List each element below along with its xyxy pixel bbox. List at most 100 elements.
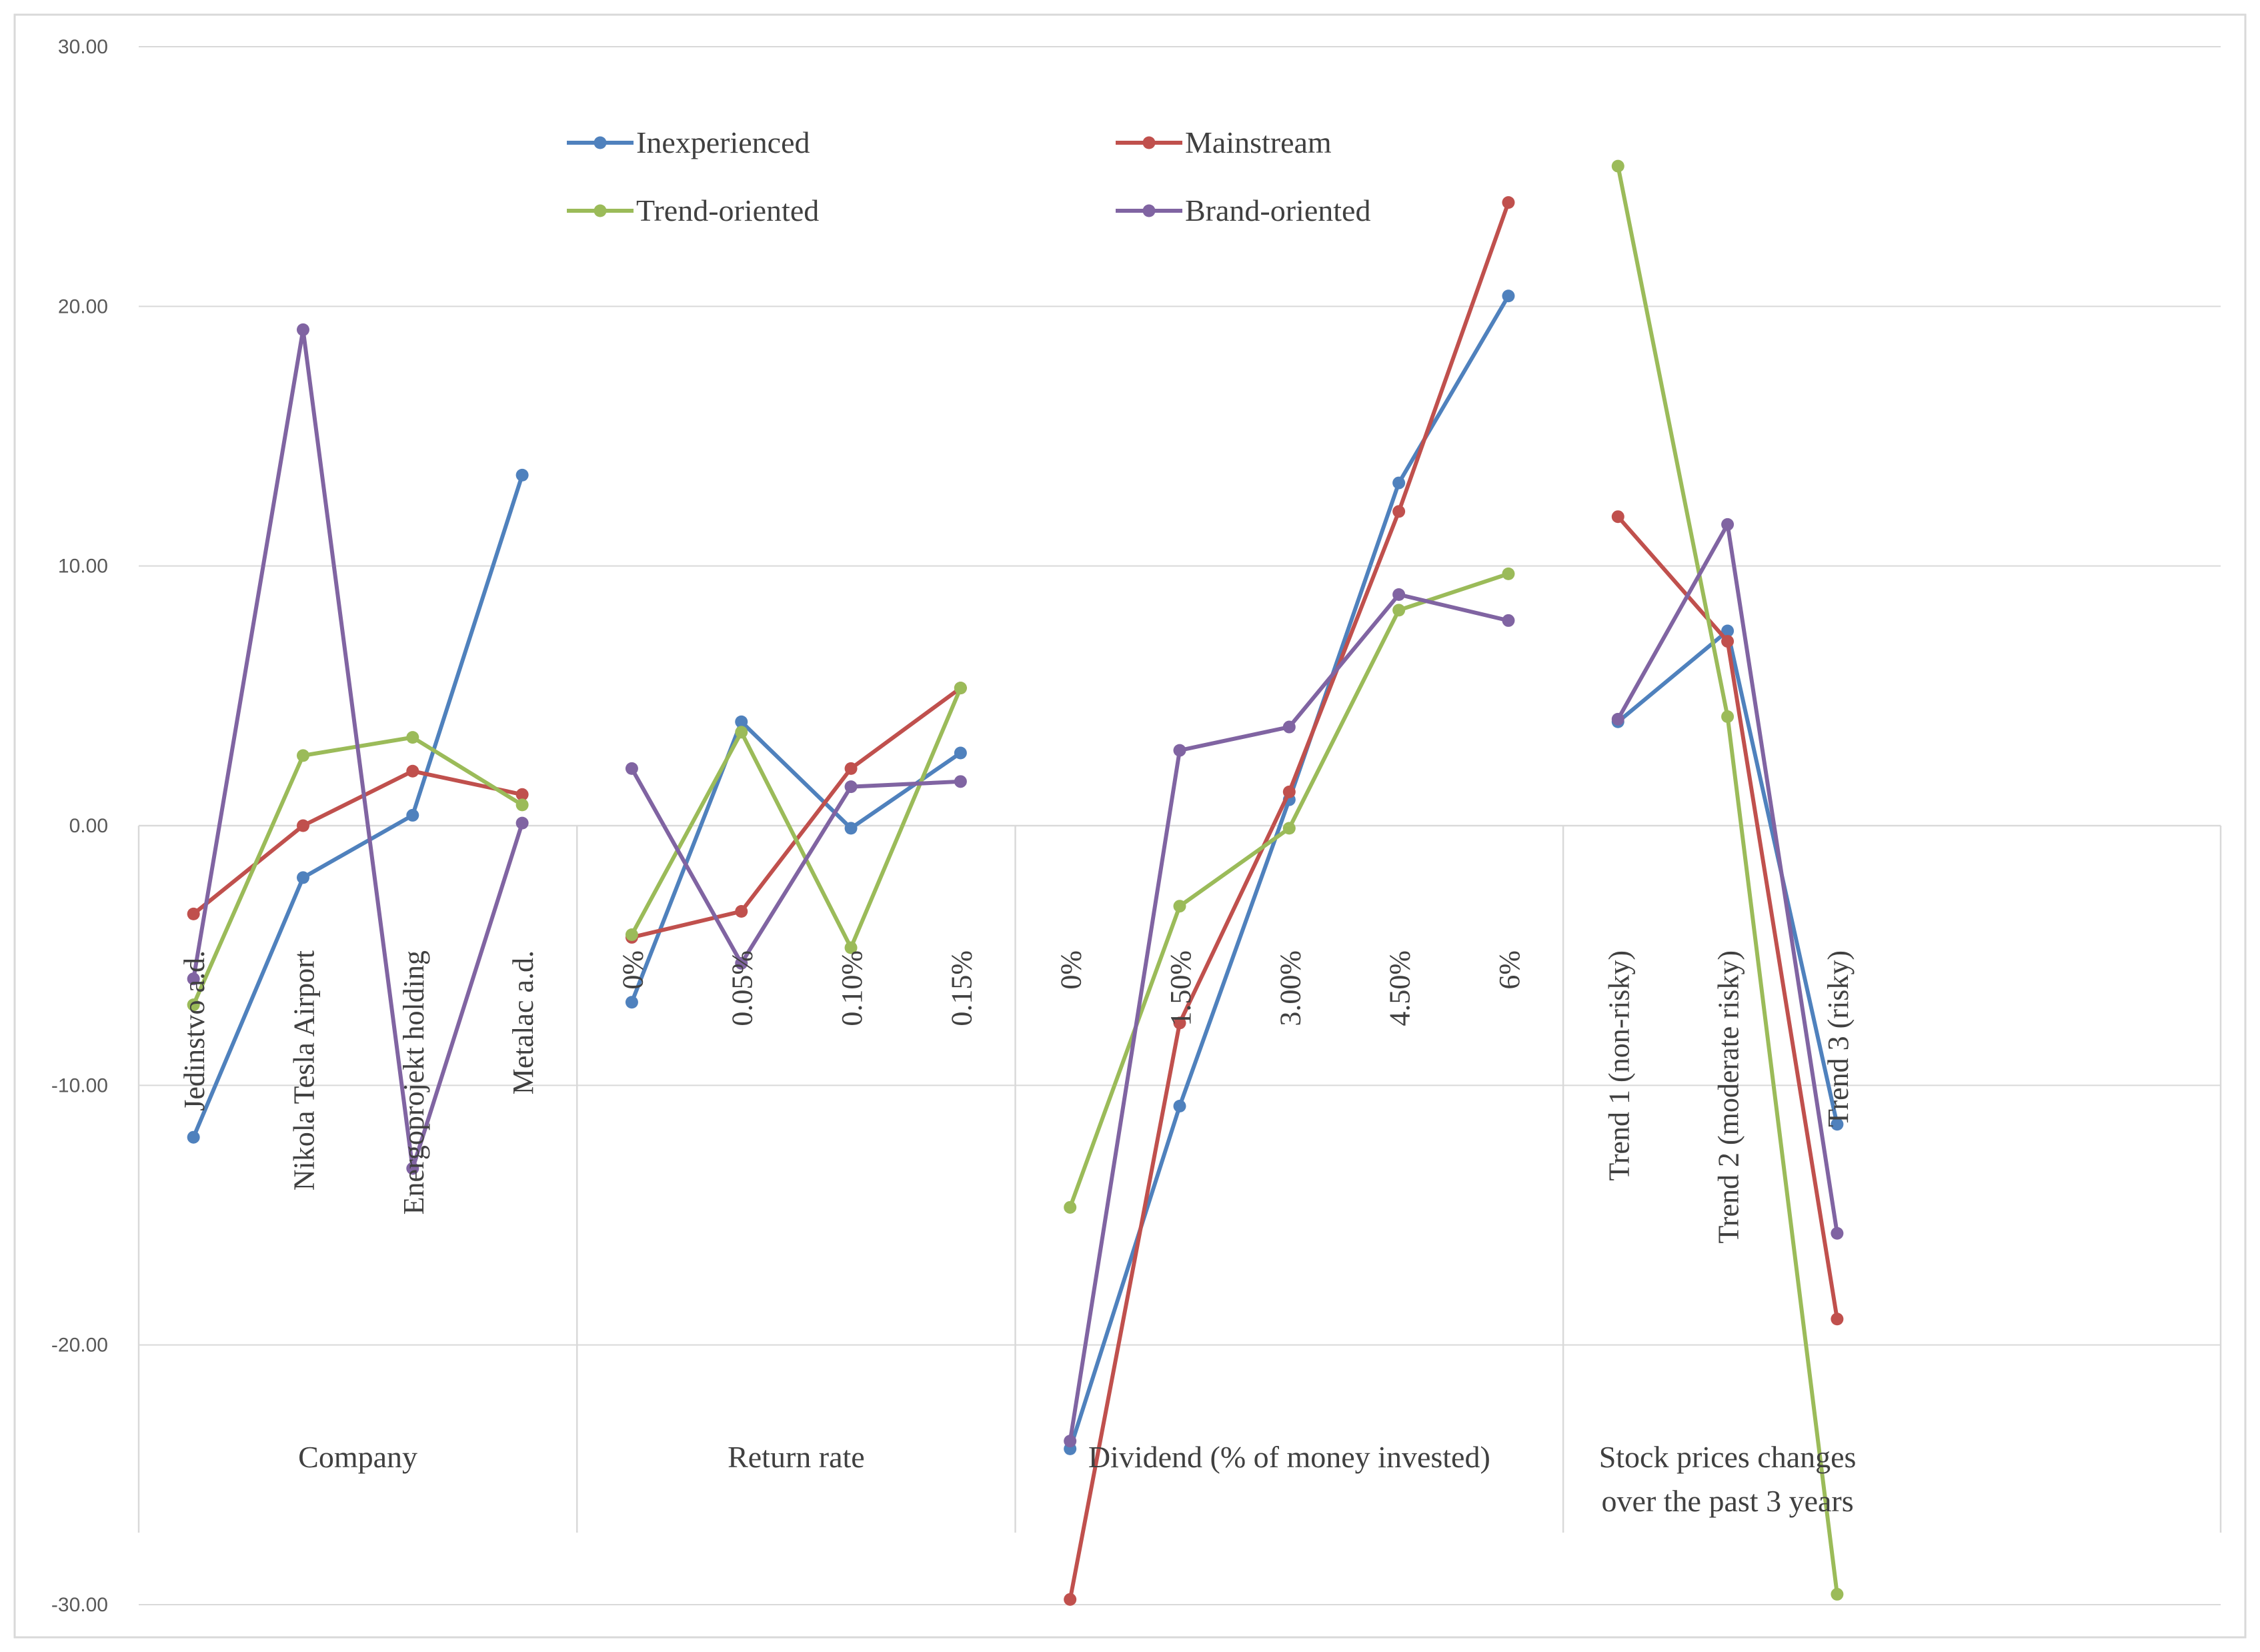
group-label: Return rate — [728, 1440, 865, 1474]
group-label: over the past 3 years — [1602, 1484, 1854, 1518]
data-point — [1831, 1313, 1844, 1326]
data-point — [1502, 614, 1515, 627]
legend-marker — [594, 136, 607, 149]
category-label: 1.50% — [1164, 950, 1197, 1026]
data-point — [735, 715, 748, 728]
data-point — [954, 746, 967, 760]
data-point — [1173, 1016, 1186, 1030]
data-point — [515, 816, 529, 830]
series-mainstream — [187, 196, 1844, 1606]
data-point — [406, 764, 419, 778]
data-point — [187, 907, 200, 920]
category-label: 0% — [616, 950, 649, 990]
data-point — [1721, 624, 1735, 638]
data-point — [1502, 289, 1515, 303]
category-label: 0.05% — [726, 950, 759, 1026]
data-point — [1721, 635, 1735, 648]
y-tick-label: -10.00 — [51, 1074, 108, 1096]
gridlines — [139, 46, 2221, 1605]
category-label: Metalac a.d. — [507, 950, 539, 1094]
series-line — [191, 474, 524, 1138]
category-label: 6% — [1493, 950, 1526, 990]
data-point — [1173, 744, 1186, 757]
category-label: 4.50% — [1384, 950, 1416, 1026]
data-point — [625, 996, 638, 1009]
data-point — [735, 904, 748, 918]
data-point — [954, 775, 967, 788]
data-point — [1611, 159, 1624, 173]
axis: 30.00 20.00 10.00 0.00 -10.00 -20.00 -30.00 — [51, 36, 2222, 1616]
y-tick-label: 10.00 — [58, 556, 108, 578]
data-point — [1282, 822, 1296, 835]
data-point — [735, 956, 748, 970]
data-point — [1611, 712, 1624, 726]
legend-label: Inexperienced — [636, 125, 810, 159]
data-point — [1831, 1587, 1844, 1601]
legend-marker — [1142, 136, 1156, 149]
data-point — [296, 819, 309, 832]
legend-label: Brand-oriented — [1185, 193, 1370, 227]
data-point — [1173, 1099, 1186, 1112]
category-label: Trend 3 (risky) — [1822, 950, 1855, 1127]
data-point — [844, 941, 858, 954]
category-label: Nikola Tesla Airport — [287, 950, 320, 1190]
data-point — [1502, 196, 1515, 209]
category-label: Jedinstvo a.d. — [178, 950, 211, 1111]
y-tick-label: 30.00 — [58, 36, 108, 58]
data-point — [735, 726, 748, 739]
data-point — [1831, 1118, 1844, 1131]
data-point — [1064, 1200, 1077, 1214]
group-label: Stock prices changes — [1599, 1440, 1857, 1474]
data-point — [1064, 1435, 1077, 1448]
legend-item: Brand-oriented — [1116, 193, 1370, 227]
legend-item: Inexperienced — [567, 125, 810, 159]
y-tick-label: 20.00 — [58, 295, 108, 317]
legend-item: Mainstream — [1116, 125, 1332, 159]
category-labels: Jedinstvo a.d. Nikola Tesla Airport Energo… — [178, 950, 1856, 1518]
data-point — [187, 1130, 200, 1144]
chart-border — [13, 13, 2247, 1639]
data-point — [1282, 720, 1296, 734]
data-point — [1831, 1226, 1844, 1240]
data-point — [296, 871, 309, 884]
legend-item: Trend-oriented — [567, 193, 819, 227]
data-point — [954, 682, 967, 695]
data-point — [1392, 476, 1406, 490]
data-point — [1392, 505, 1406, 518]
series-brand-oriented — [187, 323, 1844, 1448]
series-line — [630, 767, 961, 966]
legend-label: Mainstream — [1185, 125, 1332, 159]
data-point — [406, 731, 419, 744]
data-point — [844, 780, 858, 794]
category-label: Trend 2 (moderate risky) — [1713, 950, 1745, 1244]
y-tick-label: -30.00 — [51, 1594, 108, 1616]
category-label: Trend 1 (non-risky) — [1602, 950, 1635, 1180]
data-point — [844, 762, 858, 775]
data-point — [406, 1162, 419, 1175]
data-point — [1611, 510, 1624, 524]
legend: Inexperienced Mainstream Trend-oriented Bra… — [567, 125, 1370, 227]
legend-label: Trend-oriented — [636, 193, 819, 227]
category-label: 0% — [1055, 950, 1088, 990]
data-point — [1392, 604, 1406, 617]
category-label: 3.00% — [1274, 950, 1306, 1026]
data-point — [515, 798, 529, 812]
series-line — [192, 769, 523, 916]
data-point — [625, 762, 638, 775]
data-point — [1282, 785, 1296, 798]
series-line — [630, 687, 963, 950]
y-tick-label: -20.00 — [51, 1335, 108, 1357]
series-layer — [187, 159, 1844, 1606]
legend-marker — [1142, 204, 1156, 217]
category-label: 0.10% — [836, 950, 868, 1026]
series-line — [191, 327, 524, 1170]
data-point — [1502, 567, 1515, 580]
data-point — [625, 928, 638, 942]
y-tick-label: 0.00 — [69, 815, 108, 837]
group-label: Company — [298, 1440, 417, 1474]
data-point — [187, 998, 200, 1012]
data-point — [1064, 1593, 1077, 1606]
category-label: 0.15% — [945, 950, 978, 1026]
